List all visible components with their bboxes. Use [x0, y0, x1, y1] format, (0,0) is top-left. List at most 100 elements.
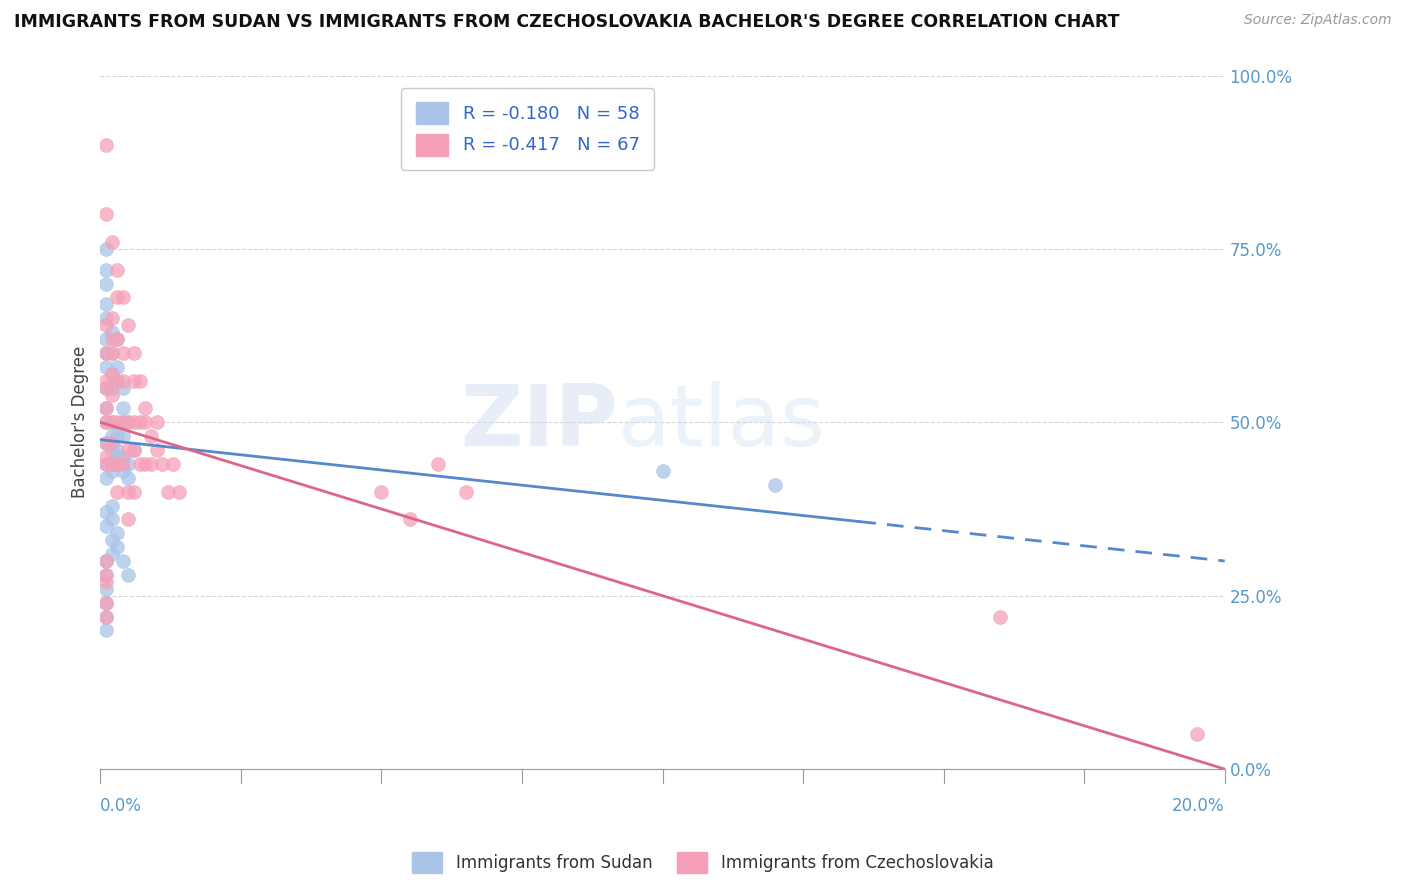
Point	[100, 346, 122, 360]
Point	[94, 332, 117, 346]
Point	[100, 429, 122, 443]
Point	[94, 609, 117, 624]
Point	[651, 464, 673, 478]
Point	[122, 415, 145, 429]
Point	[94, 359, 117, 374]
Point	[100, 547, 122, 561]
Point	[94, 381, 117, 395]
Point	[94, 574, 117, 589]
Point	[94, 436, 117, 450]
Point	[94, 582, 117, 596]
Point	[111, 415, 134, 429]
Point	[94, 567, 117, 582]
Point	[94, 609, 117, 624]
Point	[105, 374, 128, 388]
Point	[100, 457, 122, 471]
Point	[122, 443, 145, 458]
Point	[94, 207, 117, 221]
Point	[94, 401, 117, 416]
Point	[117, 512, 139, 526]
Point	[100, 415, 122, 429]
Point	[122, 346, 145, 360]
Text: 0.0%: 0.0%	[100, 797, 142, 814]
Point	[94, 624, 117, 638]
Point	[150, 457, 173, 471]
Point	[398, 512, 420, 526]
Point	[100, 381, 122, 395]
Point	[117, 415, 139, 429]
Point	[94, 415, 117, 429]
Point	[94, 346, 117, 360]
Text: atlas: atlas	[617, 381, 825, 464]
Point	[105, 457, 128, 471]
Point	[122, 443, 145, 458]
Point	[105, 526, 128, 541]
Point	[94, 457, 117, 471]
Point	[139, 457, 162, 471]
Point	[111, 415, 134, 429]
Point	[111, 457, 134, 471]
Point	[111, 290, 134, 304]
Point	[100, 457, 122, 471]
Point	[100, 415, 122, 429]
Point	[117, 567, 139, 582]
Point	[105, 359, 128, 374]
Point	[128, 374, 150, 388]
Point	[94, 242, 117, 256]
Point	[763, 477, 786, 491]
Point	[145, 415, 167, 429]
Point	[122, 484, 145, 499]
Text: Source: ZipAtlas.com: Source: ZipAtlas.com	[1244, 13, 1392, 28]
Point	[94, 381, 117, 395]
Point	[426, 457, 449, 471]
Point	[105, 262, 128, 277]
Point	[128, 415, 150, 429]
Point	[100, 325, 122, 339]
Point	[111, 374, 134, 388]
Point	[111, 554, 134, 568]
Point	[105, 290, 128, 304]
Point	[105, 540, 128, 554]
Point	[100, 512, 122, 526]
Point	[94, 471, 117, 485]
Point	[117, 471, 139, 485]
Text: ZIP: ZIP	[460, 381, 617, 464]
Point	[94, 346, 117, 360]
Point	[94, 297, 117, 311]
Point	[94, 415, 117, 429]
Point	[988, 609, 1011, 624]
Point	[100, 443, 122, 458]
Point	[105, 484, 128, 499]
Point	[94, 519, 117, 533]
Point	[117, 443, 139, 458]
Point	[111, 381, 134, 395]
Point	[94, 554, 117, 568]
Point	[94, 457, 117, 471]
Point	[111, 346, 134, 360]
Point	[100, 533, 122, 548]
Point	[94, 374, 117, 388]
Point	[134, 457, 156, 471]
Point	[100, 311, 122, 326]
Point	[111, 450, 134, 464]
Point	[105, 450, 128, 464]
Point	[94, 318, 117, 333]
Point	[117, 415, 139, 429]
Legend: Immigrants from Sudan, Immigrants from Czechoslovakia: Immigrants from Sudan, Immigrants from C…	[406, 846, 1000, 880]
Point	[100, 367, 122, 381]
Point	[94, 596, 117, 610]
Point	[105, 415, 128, 429]
Point	[117, 457, 139, 471]
Point	[454, 484, 477, 499]
Point	[100, 387, 122, 401]
Point	[94, 450, 117, 464]
Point	[105, 443, 128, 458]
Point	[128, 457, 150, 471]
Point	[117, 484, 139, 499]
Text: 20.0%: 20.0%	[1173, 797, 1225, 814]
Y-axis label: Bachelor's Degree: Bachelor's Degree	[72, 346, 89, 499]
Point	[105, 332, 128, 346]
Point	[100, 367, 122, 381]
Point	[122, 374, 145, 388]
Point	[94, 436, 117, 450]
